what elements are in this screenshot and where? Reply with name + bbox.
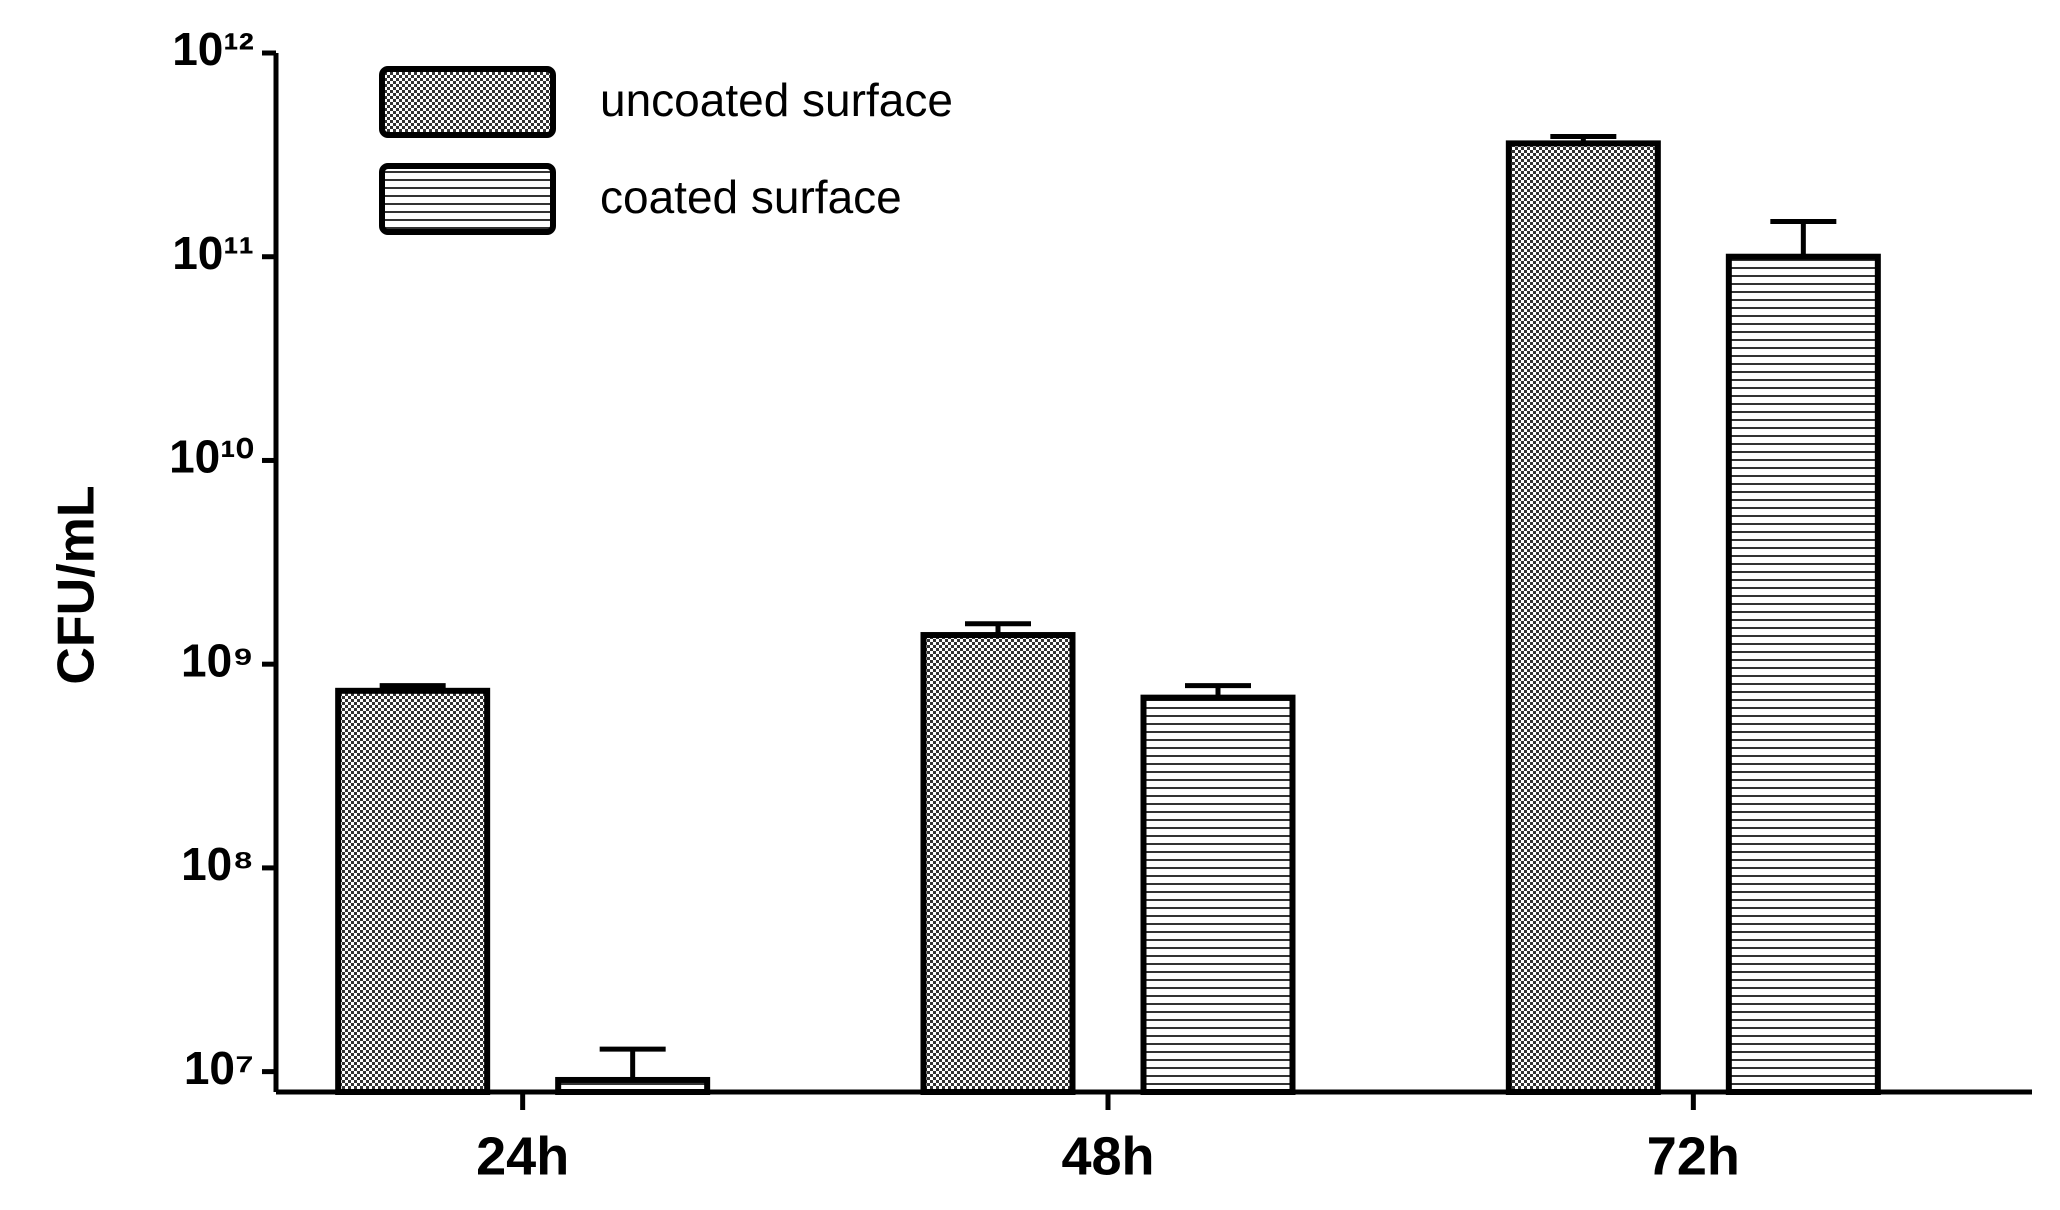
x-tick-label: 72h — [1647, 1126, 1740, 1186]
y-tick-label: 10¹⁰ — [169, 431, 254, 483]
y-tick-label: 10¹¹ — [172, 227, 254, 279]
bar — [1725, 253, 1881, 1096]
bar — [1505, 140, 1661, 1095]
bar — [1140, 694, 1296, 1096]
bar — [920, 632, 1076, 1095]
x-tick-label: 48h — [1061, 1126, 1154, 1186]
y-tick-label: 10⁷ — [184, 1042, 254, 1094]
legend-label: uncoated surface — [600, 74, 953, 126]
y-tick-label: 10¹² — [172, 23, 254, 75]
legend-swatch — [379, 163, 556, 235]
legend-label: coated surface — [600, 171, 902, 223]
bar — [335, 687, 491, 1096]
bar — [555, 1076, 711, 1096]
x-tick-label: 24h — [476, 1126, 569, 1186]
legend-swatch — [379, 66, 556, 138]
y-axis-title: CFU/mL — [48, 485, 106, 684]
y-tick-label: 10⁹ — [181, 634, 254, 686]
y-tick-label: 10⁸ — [181, 838, 254, 890]
